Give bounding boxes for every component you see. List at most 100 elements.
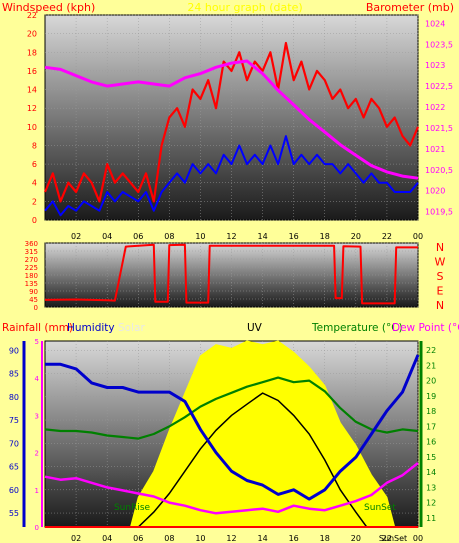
direction-y-tick-label: 360	[25, 240, 38, 248]
sunset-label: SunSet	[364, 503, 396, 513]
uv-line	[45, 392, 418, 528]
wind-x-tick-label: 10	[195, 232, 205, 241]
windspeed-y-tick-label: 2	[32, 197, 37, 206]
wind-x-tick-label: 06	[133, 232, 143, 241]
wind-x-tick-label: 04	[102, 232, 112, 241]
conditions-x-tick-label: 22	[382, 534, 392, 543]
windspeed-y-tick-label: 20	[27, 30, 37, 39]
barometer-y-tick-label: 1023,5	[425, 40, 453, 49]
direction-y-tick-label: 135	[25, 280, 38, 288]
barometer-y-tick-label: 1022,5	[425, 82, 453, 91]
wind-panel-barometer-ticks: 1019,5 1020 1020,5 1021 1021,5 1022 1022,5 1023…	[425, 19, 453, 216]
temperature-y-tick-label: 13	[426, 483, 436, 492]
wind-x-tick-label: 12	[226, 232, 236, 241]
conditions-x-tick-label: 10	[195, 534, 205, 543]
direction-y-tick-label: 0	[34, 304, 38, 312]
wind-x-tick-label: 02	[71, 232, 81, 241]
wind-x-tick-label: 18	[320, 232, 330, 241]
uv-y-tick-label: 1	[35, 487, 39, 495]
conditions-x-tick-label: 14	[257, 534, 267, 543]
legend-humidity: Humidity	[67, 322, 115, 334]
windspeed-y-tick-label: 8	[32, 141, 37, 150]
direction-compass-letter: N	[436, 241, 444, 254]
wind-panel-y-ticks: 0 2 4 6 8 10 12 14 16 18 20 22	[27, 11, 37, 225]
humidity-y-tick-label: 60	[9, 486, 19, 495]
temperature-line	[44, 376, 419, 440]
direction-y-tick-label: 315	[25, 248, 38, 256]
conditions-x-tick-label: 08	[164, 534, 174, 543]
temperature-y-tick-label: 12	[426, 499, 436, 508]
wind-average-line	[44, 135, 419, 217]
conditions-panel-y-ticks: 5560657075808590012345111213141516171819…	[9, 338, 436, 532]
windspeed-y-tick-label: 22	[27, 11, 37, 20]
barometer-y-tick-label: 1020	[425, 187, 445, 196]
dew-point-line	[44, 462, 419, 515]
wind-x-tick-label: 16	[289, 232, 299, 241]
uv-y-tick-label: 0	[35, 524, 39, 532]
wind-x-tick-label: 22	[382, 232, 392, 241]
uv-y-tick-label: 3	[35, 412, 39, 420]
sunset-axis-label: SunSet	[379, 534, 407, 543]
legend-solar: Solar	[118, 322, 145, 334]
legend-temperature: Temperature (°C)	[311, 322, 403, 334]
sunrise-label: SunRise	[114, 503, 151, 513]
wind-panel-series	[43, 41, 420, 217]
barometer-y-tick-label: 1024	[425, 19, 445, 28]
conditions-panel-series	[44, 340, 420, 528]
conditions-x-tick-label: 06	[133, 534, 143, 543]
direction-compass-letter: E	[437, 285, 444, 298]
legend-dew-point: Dew Point (°C	[392, 322, 459, 334]
conditions-x-tick-label: 00	[413, 534, 423, 543]
wind-x-tick-label: 00	[413, 232, 423, 241]
humidity-y-tick-label: 90	[9, 346, 19, 355]
direction-y-tick-label: 180	[25, 272, 38, 280]
temperature-y-tick-label: 11	[426, 514, 436, 523]
humidity-y-tick-label: 55	[9, 509, 19, 518]
humidity-line	[45, 354, 420, 501]
windspeed-y-tick-label: 4	[32, 179, 37, 188]
barometer-y-tick-label: 1022	[425, 103, 445, 112]
direction-panel-grid	[45, 242, 419, 308]
barometer-axis-title: Barometer (mb)	[366, 1, 454, 14]
barometer-y-tick-label: 1021	[425, 145, 445, 154]
conditions-x-tick-label: 20	[351, 534, 361, 543]
barometer-y-tick-label: 1020,5	[425, 166, 453, 175]
conditions-x-tick-label: 04	[102, 534, 112, 543]
windspeed-y-tick-label: 16	[27, 67, 37, 76]
temperature-y-tick-label: 17	[426, 422, 436, 431]
uv-y-tick-label: 4	[35, 375, 40, 383]
temperature-y-tick-label: 21	[426, 361, 436, 370]
direction-compass-letter: W	[435, 256, 446, 269]
legend-uv: UV	[247, 322, 263, 334]
windspeed-y-tick-label: 12	[27, 104, 37, 113]
barometer-y-tick-label: 1019,5	[425, 208, 453, 217]
humidity-y-tick-label: 85	[9, 370, 19, 379]
wind-x-tick-label: 14	[257, 232, 267, 241]
windspeed-y-tick-label: 14	[27, 86, 37, 95]
windspeed-y-tick-label: 6	[32, 160, 37, 169]
conditions-x-tick-label: 02	[71, 534, 81, 543]
conditions-x-tick-label: 18	[320, 534, 330, 543]
conditions-panel-x-ticks: 02 04 06 08 10 12 14 16 18 20 22 00	[71, 534, 423, 543]
humidity-y-tick-label: 70	[9, 439, 19, 448]
uv-y-tick-label: 2	[35, 450, 39, 458]
windspeed-y-tick-label: 18	[27, 48, 37, 57]
temperature-y-tick-label: 16	[426, 438, 436, 447]
temperature-y-tick-label: 15	[426, 453, 436, 462]
conditions-x-tick-label: 16	[289, 534, 299, 543]
humidity-y-tick-label: 75	[9, 416, 19, 425]
barometer-line	[44, 59, 419, 180]
humidity-y-tick-label: 80	[9, 393, 19, 402]
direction-y-tick-label: 225	[25, 264, 38, 272]
conditions-x-tick-label: 12	[226, 534, 236, 543]
windspeed-y-tick-label: 10	[27, 123, 37, 132]
wind-panel-x-ticks: 02 04 06 08 10 12 14 16 18 20 22 00	[71, 232, 423, 241]
temperature-y-tick-label: 19	[426, 392, 436, 401]
direction-y-tick-label: 45	[29, 296, 38, 304]
temperature-y-tick-label: 14	[426, 468, 436, 477]
barometer-y-tick-label: 1021,5	[425, 124, 453, 133]
